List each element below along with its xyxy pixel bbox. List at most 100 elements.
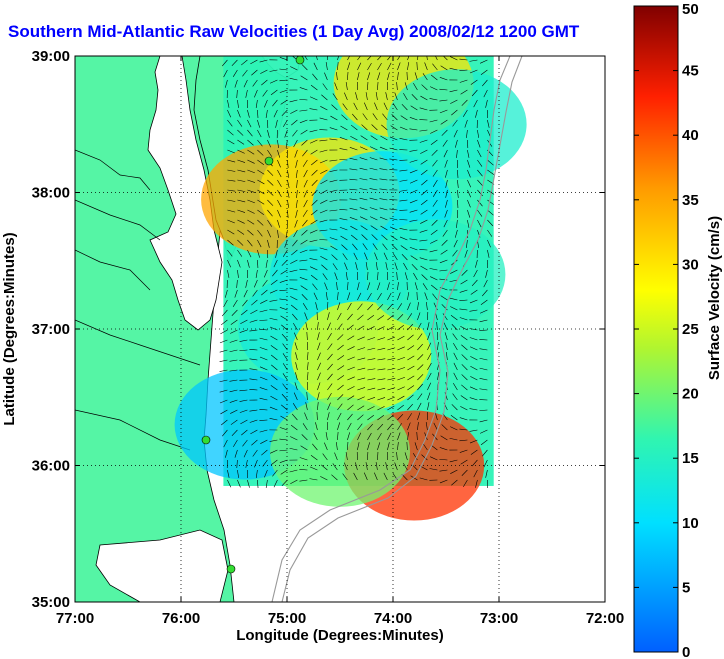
vector-arrow <box>300 445 308 451</box>
vector-arrow <box>317 362 321 371</box>
vector-arrow <box>480 299 488 305</box>
vector-arrow <box>257 179 265 185</box>
vector-arrow <box>387 314 394 321</box>
bathymetry-contour <box>271 56 511 602</box>
vector-arrow <box>347 386 355 391</box>
vector-arrow <box>279 68 288 71</box>
vector-arrow <box>327 312 330 321</box>
vector-arrow <box>377 315 385 321</box>
vector-arrow <box>387 336 395 341</box>
vector-arrow <box>450 426 458 431</box>
vector-arrow <box>407 403 413 411</box>
vector-arrow <box>397 395 405 401</box>
vector-arrow <box>407 292 410 301</box>
vector-arrow <box>347 432 351 441</box>
vector-arrow <box>269 418 278 421</box>
river-inlet <box>75 149 201 451</box>
vector-arrow <box>374 472 378 481</box>
vector-arrow <box>289 77 298 81</box>
vector-arrow <box>267 129 270 138</box>
vector-arrow <box>430 239 438 244</box>
vector-arrow <box>409 199 418 204</box>
vector-arrow <box>270 385 278 391</box>
vector-arrow <box>411 94 418 101</box>
vector-arrow <box>227 149 235 154</box>
vector-arrow <box>304 312 308 321</box>
vector-arrow <box>483 89 488 98</box>
vector-arrow <box>269 79 278 84</box>
vector-arrow <box>367 282 371 291</box>
vector-arrow <box>259 408 268 411</box>
vector-arrow <box>461 99 468 106</box>
vector-arrow <box>247 239 253 247</box>
vector-arrow <box>337 312 342 321</box>
vector-arrow <box>399 138 408 141</box>
vector-arrow <box>477 209 483 217</box>
vector-arrow <box>412 453 418 461</box>
vector-arrow <box>470 79 478 85</box>
vector-arrow <box>227 239 234 246</box>
vector-arrow <box>477 159 483 167</box>
vector-arrow <box>407 413 412 421</box>
vector-arrow <box>255 99 258 108</box>
vector-arrow <box>320 106 328 111</box>
vector-arrow <box>255 269 258 278</box>
vector-arrow <box>301 229 308 236</box>
vector-arrow <box>332 463 338 471</box>
vector-arrow <box>257 249 260 258</box>
vector-arrow <box>411 264 418 271</box>
vector-arrow <box>310 209 318 216</box>
vector-arrow <box>320 169 328 174</box>
vector-arrow <box>279 449 288 452</box>
vector-arrow <box>459 289 468 293</box>
vector-arrow <box>407 302 411 311</box>
vector-arrow <box>269 299 278 302</box>
vector-arrow <box>377 397 386 401</box>
vector-arrow <box>353 102 358 111</box>
vector-arrow <box>337 334 344 341</box>
vector-arrow <box>390 125 398 131</box>
vector-arrow <box>251 69 258 76</box>
vector-arrow <box>310 149 318 155</box>
vector-arrow <box>245 89 248 98</box>
sound-water <box>95 529 229 602</box>
vector-arrow <box>387 56 392 61</box>
vector-arrow <box>277 209 281 218</box>
vector-arrow <box>377 387 386 391</box>
vector-arrow <box>377 304 384 311</box>
vector-arrow <box>306 392 308 401</box>
vector-arrow <box>282 383 288 391</box>
vector-arrow <box>227 259 232 268</box>
vector-arrow <box>339 137 348 141</box>
vector-arrow <box>280 269 288 275</box>
vector-arrow <box>317 382 321 391</box>
colorbar-ticks: 0 5 10 15 20 25 30 35 40 45 50 <box>634 1 699 659</box>
vector-arrow <box>397 432 401 441</box>
vector-arrow <box>295 159 298 168</box>
vector-arrow <box>449 279 458 283</box>
vector-arrow <box>327 383 333 391</box>
vector-arrow <box>290 436 298 441</box>
vector-arrow <box>367 347 376 351</box>
y-tick-label: 36:00 <box>32 458 70 475</box>
vector-arrow <box>480 439 488 446</box>
vector-arrow <box>302 303 308 311</box>
colorbar-tick-label: 30 <box>682 256 699 273</box>
vector-arrow <box>291 249 298 256</box>
vector-arrow <box>284 129 288 138</box>
vector-arrow <box>312 73 318 81</box>
vector-arrow <box>309 266 318 271</box>
vector-arrow <box>247 249 252 258</box>
vector-arrow <box>270 89 278 96</box>
velocity-cell <box>365 219 506 330</box>
vector-arrow <box>397 413 404 421</box>
vector-arrow <box>439 458 448 461</box>
vector-arrow <box>290 424 298 431</box>
vector-arrow <box>315 302 318 311</box>
vector-arrow <box>421 454 428 461</box>
vector-arrow <box>240 419 248 425</box>
vector-arrow <box>243 79 248 88</box>
vector-arrow <box>301 434 308 441</box>
vector-arrow <box>336 282 338 291</box>
chart-title: Southern Mid-Atlantic Raw Velocities (1 … <box>8 22 580 41</box>
